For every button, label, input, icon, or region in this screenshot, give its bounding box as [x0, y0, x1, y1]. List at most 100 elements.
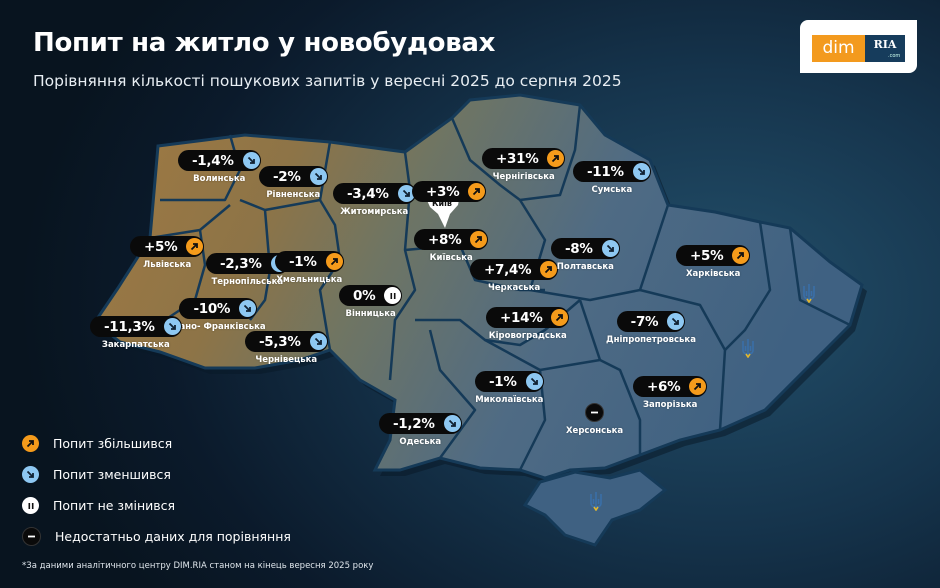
arrow-up-right-icon: [325, 253, 343, 270]
change-badge: -11%: [573, 161, 651, 182]
region-name: Чернівецька: [255, 355, 318, 365]
region-10: 0% Вінницька: [339, 285, 403, 319]
change-badge: -11,3%: [90, 316, 182, 337]
footnote: *За даними аналітичного центру DIM.RIA с…: [22, 561, 374, 571]
region-name: Волинська: [193, 174, 246, 184]
region-name: Рівненська: [266, 190, 321, 200]
region-name: Харківська: [685, 269, 741, 279]
logo-ria: RIA: [865, 35, 905, 62]
trident-icon: [742, 339, 754, 358]
minus-icon: [22, 527, 41, 546]
region-5: +31% Чернігівська: [482, 148, 566, 182]
change-value: -1,2%: [393, 415, 435, 432]
region-9: -1% Хмельницька: [275, 251, 344, 285]
minus-icon: [585, 403, 605, 422]
region-13: -5,3% Чернівецька: [245, 331, 328, 365]
change-badge: -2%: [259, 166, 328, 187]
region-name: Одеська: [399, 437, 442, 447]
region-7: +5% Львівська: [130, 236, 205, 270]
arrow-up-right-icon: [470, 231, 488, 248]
region-name: Запорізька: [643, 400, 698, 410]
change-value: -2,3%: [220, 255, 262, 272]
legend-item-increase: Попит збільшився: [22, 428, 291, 459]
arrow-up-right-icon: [551, 309, 569, 326]
change-value: -11,3%: [104, 318, 155, 335]
change-badge: -3,4%: [333, 183, 416, 204]
arrow-down-right-icon: [239, 300, 257, 317]
region-name: Херсонська: [566, 426, 624, 436]
region-19: -1% Миколаївська: [475, 371, 544, 405]
region-name: Тернопільська: [211, 277, 284, 287]
logo-com: .com: [888, 53, 901, 59]
arrow-up-right-icon: [689, 378, 707, 395]
arrow-down-right-icon: [443, 415, 461, 432]
change-value: -5,3%: [259, 333, 301, 350]
region-11: -10% Івано- Франківська: [171, 298, 266, 332]
region-3: +3%: [412, 181, 487, 202]
change-value: -11%: [587, 163, 624, 180]
change-badge: -1%: [275, 251, 344, 272]
change-value: -8%: [565, 240, 593, 257]
arrow-up-right-icon: [468, 183, 486, 200]
change-value: -3,4%: [347, 185, 389, 202]
trident-icon: [803, 284, 815, 303]
change-value: +5%: [144, 238, 178, 255]
arrow-down-right-icon: [667, 313, 685, 330]
legend-item-unchanged: Попит не змінився: [22, 490, 291, 521]
change-value: +14%: [500, 309, 543, 326]
kyiv-city-label: Київ: [432, 199, 452, 208]
region-name: Закарпатська: [101, 340, 170, 350]
region-18: -7% Дніпропетровська: [606, 311, 696, 345]
arrow-down-right-icon: [242, 152, 260, 169]
arrow-up-right-icon: [547, 150, 565, 167]
region-20: +6% Запорізька: [633, 376, 708, 410]
change-value: -1%: [289, 253, 317, 270]
legend-label: Попит збільшився: [53, 436, 173, 451]
change-value: +3%: [426, 183, 460, 200]
change-badge: +5%: [130, 236, 205, 257]
arrow-down-right-icon: [632, 163, 650, 180]
region-name: Житомирська: [340, 207, 409, 217]
arrow-up-right-icon: [540, 261, 558, 278]
change-badge: -10%: [179, 298, 258, 319]
logo-dim: dim: [812, 35, 865, 62]
region-name: Черкаська: [488, 283, 541, 293]
change-value: -10%: [193, 300, 231, 317]
arrow-down-right-icon: [309, 333, 327, 350]
dim-ria-logo: dim RIA .com: [800, 20, 917, 73]
region-22: Херсонська: [566, 402, 623, 436]
trident-icon: [590, 492, 602, 511]
legend-label: Попит зменшився: [53, 467, 171, 482]
arrow-down-right-icon: [309, 168, 327, 185]
change-badge: -1,2%: [379, 413, 462, 434]
region-6: -11% Сумська: [573, 161, 651, 195]
region-name: Чернігівська: [492, 172, 555, 182]
region-name: Вінницька: [345, 309, 396, 319]
change-value: +7,4%: [484, 261, 532, 278]
change-badge: -8%: [551, 238, 620, 259]
arrow-up-right-icon: [186, 238, 204, 255]
pause-icon: [22, 497, 39, 514]
page-title: Попит на житло у новобудовах: [33, 28, 496, 58]
change-value: -7%: [630, 313, 659, 330]
region-name: Сумська: [591, 185, 633, 195]
change-value: 0%: [353, 287, 376, 304]
change-value: +31%: [496, 150, 539, 167]
arrow-down-right-icon: [601, 240, 619, 257]
legend-label: Попит не змінився: [53, 498, 176, 513]
arrow-up-right-icon: [22, 435, 39, 452]
change-value: -1%: [489, 373, 517, 390]
page-subtitle: Порівняння кількості пошукових запитів у…: [33, 72, 622, 90]
change-badge: +3%: [412, 181, 487, 202]
change-badge: -1,4%: [178, 150, 261, 171]
region-name: Полтавська: [556, 262, 614, 272]
change-badge: +8%: [414, 229, 489, 250]
change-badge: -7%: [616, 311, 686, 332]
change-value: -2%: [273, 168, 301, 185]
region-name: Дніпропетровська: [606, 335, 696, 345]
arrow-down-right-icon: [22, 466, 39, 483]
region-name: Львівська: [143, 260, 192, 270]
region-12: -11,3% Закарпатська: [90, 316, 182, 350]
region-1: -2% Рівненська: [259, 166, 328, 200]
pause-icon: [384, 287, 402, 304]
